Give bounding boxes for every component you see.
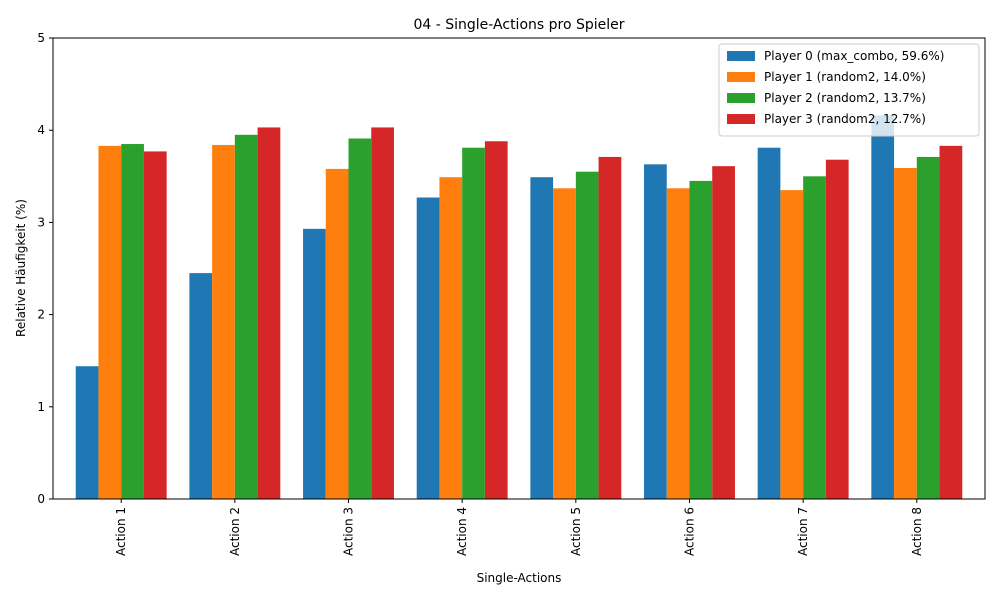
bar-series-2-cat-6 [689, 180, 713, 499]
legend-swatch [727, 114, 755, 124]
legend-swatch [727, 51, 755, 61]
x-tick-label: Action 6 [682, 507, 696, 556]
bar-series-0-cat-4 [416, 197, 440, 499]
x-tick-label: Action 8 [910, 507, 924, 556]
bar-series-1-cat-4 [439, 177, 463, 499]
x-tick-label: Action 7 [796, 507, 810, 556]
bar-series-0-cat-2 [189, 273, 213, 499]
bar-series-0-cat-6 [644, 164, 667, 499]
axes-layer: 0 1 2 3 4 5 Action 1 Action 2 Action 3 Action 4 Ac… [37, 31, 986, 556]
bar-series-3-cat-5 [598, 156, 622, 499]
x-axis-title: Single-Actions [477, 571, 562, 585]
bar-series-2-cat-7 [803, 176, 826, 500]
y-tick-label: 1 [37, 400, 45, 414]
x-tick-label: Action 4 [455, 507, 469, 556]
bar-series-0-cat-1 [75, 366, 99, 499]
bar-series-0-cat-3 [303, 228, 326, 499]
bar-series-2-cat-3 [348, 138, 372, 499]
bar-series-0-cat-5 [530, 177, 554, 499]
bar-series-3-cat-7 [825, 159, 849, 499]
bar-series-0-cat-7 [757, 147, 781, 499]
x-tick-label: Action 5 [569, 507, 583, 556]
bar-series-2-cat-1 [121, 144, 144, 499]
y-axis-title: Relative Häufigkeit (%) [14, 199, 28, 337]
x-tick-label: Action 3 [342, 507, 356, 556]
bar-series-0-cat-8 [871, 115, 895, 499]
bar-series-1-cat-1 [98, 145, 122, 499]
chart-title: 04 - Single-Actions pro Spieler [413, 17, 624, 33]
legend-swatch [727, 93, 755, 103]
plot-frame [52, 37, 986, 500]
bar-series-1-cat-2 [212, 144, 235, 499]
y-tick-label: 3 [37, 215, 45, 229]
x-tick-label: Action 2 [228, 507, 242, 556]
bar-series-3-cat-4 [484, 141, 508, 499]
legend-label: Player 1 (random2, 14.0%) [764, 70, 926, 84]
bar-series-1-cat-6 [666, 188, 690, 500]
y-tick-label: 0 [37, 492, 45, 506]
bar-series-3-cat-3 [371, 127, 394, 500]
legend-label: Player 3 (random2, 12.7%) [764, 112, 926, 126]
bar-series-2-cat-5 [575, 171, 599, 499]
bar-series-1-cat-7 [780, 190, 804, 499]
bar-series-2-cat-8 [916, 156, 940, 499]
bar-series-2-cat-2 [234, 134, 258, 499]
bars-layer [75, 115, 963, 500]
legend-box [718, 43, 980, 137]
bar-series-3-cat-8 [939, 145, 963, 499]
bar-series-2-cat-4 [462, 147, 485, 499]
bar-series-3-cat-6 [712, 166, 735, 499]
bar-series-3-cat-1 [143, 151, 167, 499]
y-tick-label: 5 [37, 31, 45, 45]
bar-series-1-cat-8 [894, 168, 917, 499]
legend: Player 0 (max_combo, 59.6%) Player 1 (ran… [718, 43, 980, 137]
bar-series-3-cat-2 [257, 127, 281, 500]
bar-series-1-cat-3 [325, 168, 349, 500]
y-tick-label: 2 [37, 308, 45, 322]
legend-label: Player 2 (random2, 13.7%) [764, 91, 926, 105]
legend-swatch [727, 72, 755, 82]
x-tick-label: Action 1 [114, 507, 128, 556]
bar-series-1-cat-5 [553, 188, 576, 500]
y-tick-label: 4 [37, 123, 45, 137]
legend-label: Player 0 (max_combo, 59.6%) [764, 49, 944, 63]
